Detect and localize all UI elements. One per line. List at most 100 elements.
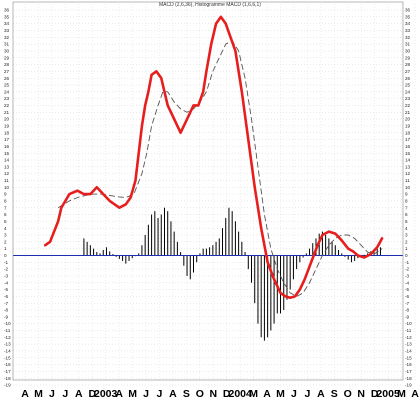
y-tick-label-right: -9 — [405, 314, 410, 319]
y-tick-label-right: 7 — [405, 205, 408, 210]
y-tick-label-right: 9 — [405, 192, 408, 197]
x-tick-label: J — [304, 388, 310, 400]
y-tick-label-left: 32 — [4, 35, 10, 40]
y-tick-label-right: -15 — [405, 355, 412, 360]
y-tick-label-left: 15 — [4, 151, 10, 156]
y-tick-label-right: 10 — [405, 185, 411, 190]
y-tick-label-right: -19 — [405, 383, 412, 388]
y-tick-label-right: 0 — [405, 253, 408, 258]
y-tick-label-right: -12 — [405, 335, 412, 340]
y-tick-label-right: 5 — [405, 219, 408, 224]
x-tick-label: J — [143, 388, 149, 400]
y-tick-label-left: -10 — [4, 321, 11, 326]
y-tick-label-right: -4 — [405, 280, 410, 285]
y-tick-label-right: -7 — [405, 301, 410, 306]
y-tick-label-left: 14 — [4, 158, 10, 163]
y-tick-label-right: 36 — [405, 8, 411, 13]
x-tick-label: 2005 — [376, 388, 400, 400]
y-tick-label-right: -5 — [405, 287, 410, 292]
y-tick-label-right: 8 — [405, 199, 408, 204]
y-tick-label-right: -2 — [405, 267, 410, 272]
y-tick-label-right: 33 — [405, 28, 411, 33]
y-tick-label-right: 13 — [405, 164, 411, 169]
y-tick-label-left: 19 — [4, 124, 10, 129]
y-tick-label-right: -11 — [405, 328, 412, 333]
y-tick-label-left: -8 — [4, 308, 9, 313]
y-tick-label-right: 32 — [405, 35, 411, 40]
y-tick-label-left: -7 — [4, 301, 9, 306]
y-tick-label-right: 28 — [405, 62, 411, 67]
y-tick-label-right: 11 — [405, 178, 410, 183]
y-tick-label-right: -6 — [405, 294, 410, 299]
y-tick-label-right: -1 — [405, 260, 410, 265]
x-tick-label: D — [371, 388, 379, 400]
y-tick-label-right: 6 — [405, 212, 408, 217]
x-tick-label: 2004 — [228, 388, 252, 400]
x-tick-label: 2003 — [94, 388, 118, 400]
y-tick-label-right: 15 — [405, 151, 411, 156]
y-tick-label-right: 4 — [405, 226, 408, 231]
y-tick-label-left: 7 — [4, 205, 7, 210]
y-tick-label-right: 19 — [405, 124, 411, 129]
x-tick-label: N — [209, 388, 217, 400]
y-tick-label-left: 22 — [4, 103, 10, 108]
y-tick-label-right: 1 — [405, 246, 408, 251]
y-tick-label-left: 33 — [4, 28, 10, 33]
y-tick-label-left: 34 — [4, 21, 10, 26]
x-tick-label: A — [411, 388, 419, 400]
y-tick-label-left: -5 — [4, 287, 9, 292]
histogram-bars — [83, 207, 381, 341]
y-tick-label-left: 31 — [4, 42, 10, 47]
y-tick-label-right: -17 — [405, 369, 412, 374]
plot-frame — [12, 1, 404, 381]
x-tick-label: D — [88, 388, 96, 400]
y-tick-label-left: 13 — [4, 164, 10, 169]
y-tick-label-left: 12 — [4, 171, 10, 176]
y-tick-label-left: 0 — [4, 253, 7, 258]
y-tick-label-left: 35 — [4, 14, 10, 19]
y-tick-label-right: 2 — [405, 239, 408, 244]
x-tick-label: M — [276, 388, 285, 400]
y-tick-label-right: -3 — [405, 274, 410, 279]
y-tick-label-left: 16 — [4, 144, 10, 149]
y-tick-label-left: -3 — [4, 274, 9, 279]
y-tick-label-left: -4 — [4, 280, 9, 285]
y-tick-label-right: 12 — [405, 171, 411, 176]
chart-title: MACD (2,6,36), Histogramme MACD (1,6,6,1… — [159, 2, 261, 8]
x-tick-label: A — [169, 388, 177, 400]
x-tick-label: M — [397, 388, 406, 400]
y-tick-label-left: 30 — [4, 49, 10, 54]
y-tick-label-left: 17 — [4, 137, 10, 142]
y-tick-label-left: 2 — [4, 239, 7, 244]
y-tick-label-left: -14 — [4, 349, 11, 354]
x-tick-label: A — [115, 388, 123, 400]
y-tick-label-left: -12 — [4, 335, 11, 340]
macd-line — [43, 15, 384, 300]
y-tick-label-left: -16 — [4, 362, 11, 367]
x-tick-label: D — [223, 388, 231, 400]
signal-line — [57, 40, 383, 297]
y-tick-label-left: 10 — [4, 185, 10, 190]
y-tick-label-right: 25 — [405, 83, 411, 88]
y-tick-label-left: 23 — [4, 96, 10, 101]
y-tick-label-left: -11 — [4, 328, 11, 333]
x-tick-label: N — [357, 388, 365, 400]
y-tick-label-right: -10 — [405, 321, 412, 326]
x-tick-label: O — [196, 388, 204, 400]
y-tick-label-left: 25 — [4, 83, 10, 88]
y-tick-label-left: 5 — [4, 219, 7, 224]
y-tick-label-right: 3 — [405, 233, 408, 238]
y-tick-label-left: -1 — [4, 260, 9, 265]
y-tick-label-right: -8 — [405, 308, 410, 313]
x-tick-label: J — [157, 388, 163, 400]
y-tick-label-right: 34 — [405, 21, 411, 26]
y-tick-label-left: 29 — [4, 55, 10, 60]
y-tick-label-left: 11 — [4, 178, 9, 183]
x-tick-label: A — [317, 388, 325, 400]
y-tick-label-left: -13 — [4, 342, 11, 347]
y-tick-label-left: 18 — [4, 130, 10, 135]
y-tick-label-right: 27 — [405, 69, 411, 74]
